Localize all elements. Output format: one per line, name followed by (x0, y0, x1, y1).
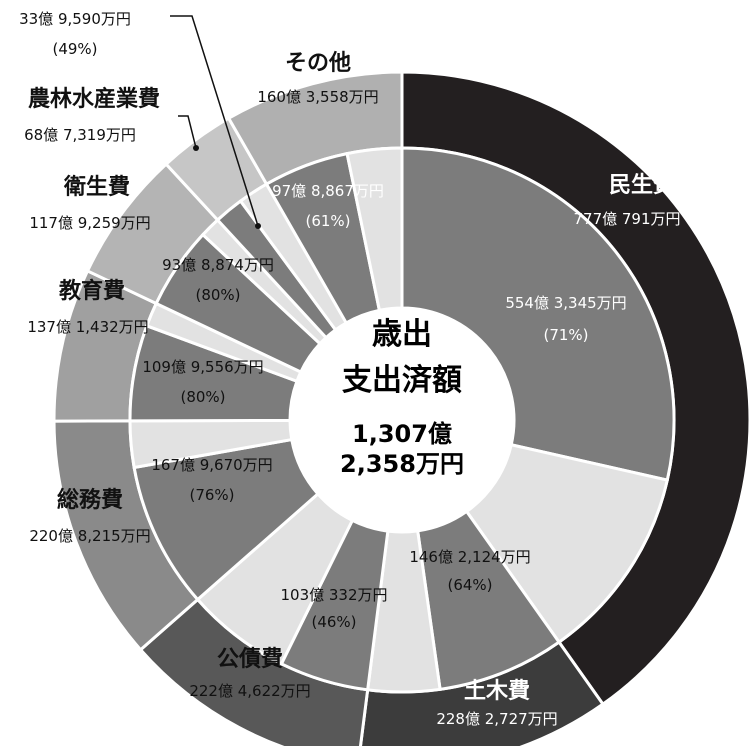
spent-amount: 146億 2,124万円 (409, 548, 530, 566)
spent-percent: (76%) (189, 486, 234, 504)
leader-line (178, 115, 197, 149)
spent-percent: (61%) (305, 212, 350, 230)
center-label: 歳出 支出済額 1,307億 2,358万円 (340, 317, 464, 478)
leader-dot (255, 223, 261, 229)
center-total-line2: 2,358万円 (340, 450, 464, 478)
category-labels: 民生費 777億 791万円 554億 3,345万円 (71%) 土木費 228億 2,… (19, 10, 680, 728)
category-name: 総務費 (57, 487, 123, 513)
category-amount: 117億 9,259万円 (29, 214, 150, 232)
category-amount: 137億 1,432万円 (27, 318, 148, 336)
category-amount: 220億 8,215万円 (29, 527, 150, 545)
category-name: 農林水産業費 (28, 86, 160, 112)
spent-percent: (80%) (180, 388, 225, 406)
spent-percent: (71%) (543, 326, 588, 344)
spent-amount: 109億 9,556万円 (142, 358, 263, 376)
leader-lines (170, 15, 261, 229)
category-name: 衛生費 (63, 174, 130, 200)
spent-percent: (49%) (52, 40, 97, 58)
category-amount: 777億 791万円 (573, 210, 680, 228)
leader-line (170, 15, 259, 227)
category-amount: 68億 7,319万円 (24, 126, 136, 144)
spent-percent: (64%) (447, 576, 492, 594)
category-name: 公債費 (217, 647, 283, 672)
category-name: 教育費 (59, 278, 125, 304)
spent-percent: (80%) (195, 286, 240, 304)
category-name: 民生費 (609, 173, 675, 198)
category-name: その他 (285, 51, 351, 76)
center-title-line1: 歳出 (372, 317, 432, 352)
category-name: 土木費 (464, 679, 530, 704)
center-disc (290, 308, 514, 532)
spent-amount: 33億 9,590万円 (19, 10, 131, 28)
spent-amount: 93億 8,874万円 (162, 256, 274, 274)
leader-dot (193, 145, 199, 151)
center-title-line2: 支出済額 (342, 363, 462, 398)
category-amount: 160億 3,558万円 (257, 88, 378, 106)
spent-amount: 554億 3,345万円 (505, 294, 626, 312)
category-amount: 228億 2,727万円 (436, 710, 557, 728)
category-amount: 222億 4,622万円 (189, 682, 310, 700)
spent-amount: 167億 9,670万円 (151, 456, 272, 474)
spent-amount: 103億 332万円 (280, 586, 387, 604)
spent-percent: (46%) (311, 613, 356, 631)
spent-amount: 97億 8,867万円 (272, 182, 384, 200)
center-total-line1: 1,307億 (352, 420, 452, 448)
